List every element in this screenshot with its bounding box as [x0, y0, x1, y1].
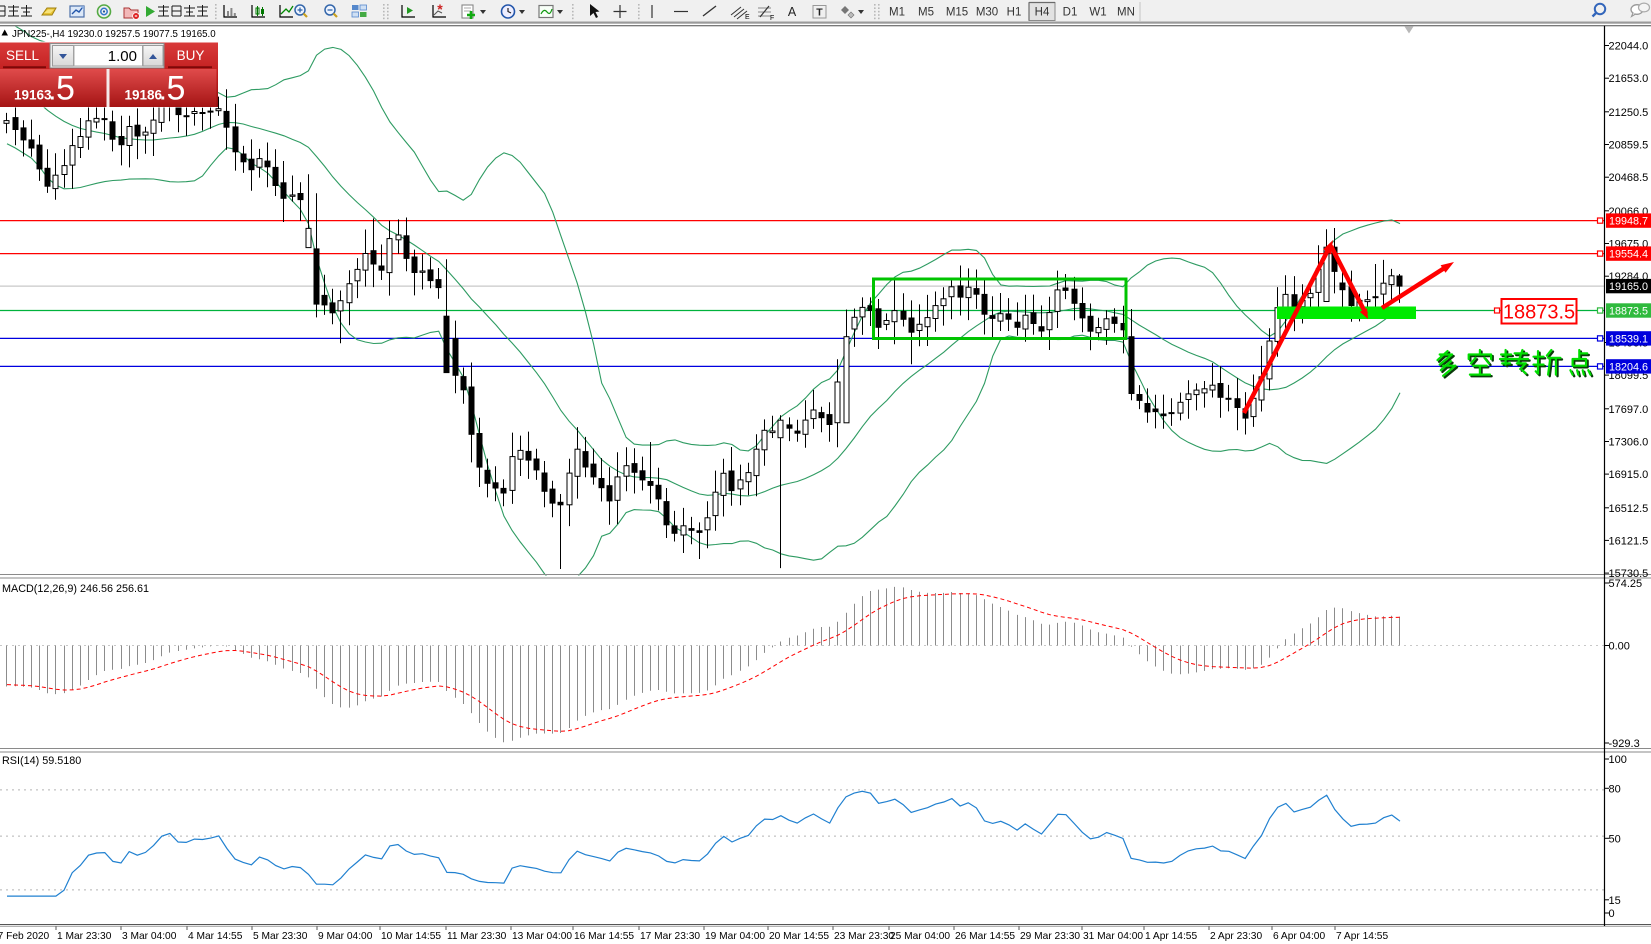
svg-text:18204.6: 18204.6 — [1609, 361, 1648, 373]
svg-text:27 Feb 2020: 27 Feb 2020 — [0, 931, 50, 942]
svg-text:1.00: 1.00 — [108, 48, 137, 65]
svg-text:0.00: 0.00 — [1609, 641, 1630, 653]
svg-text:2 Apr 23:30: 2 Apr 23:30 — [1210, 931, 1262, 942]
svg-text:4 Mar 14:55: 4 Mar 14:55 — [188, 931, 243, 942]
svg-text:574.25: 574.25 — [1609, 578, 1643, 590]
svg-text:M5: M5 — [918, 7, 934, 19]
svg-text:10 Mar 14:55: 10 Mar 14:55 — [381, 931, 441, 942]
svg-text:D1: D1 — [1063, 7, 1078, 19]
svg-text:25 Mar 04:00: 25 Mar 04:00 — [890, 931, 950, 942]
svg-text:20468.5: 20468.5 — [1609, 172, 1649, 184]
svg-text:W1: W1 — [1089, 7, 1106, 19]
svg-text:29 Mar 23:30: 29 Mar 23:30 — [1020, 931, 1080, 942]
svg-text:.: . — [50, 83, 56, 105]
svg-text:9 Mar 04:00: 9 Mar 04:00 — [318, 931, 373, 942]
svg-text:21653.0: 21653.0 — [1609, 73, 1649, 85]
svg-text:19948.7: 19948.7 — [1609, 216, 1648, 228]
svg-text:17 Mar 23:30: 17 Mar 23:30 — [640, 931, 700, 942]
svg-text:5 Mar 23:30: 5 Mar 23:30 — [253, 931, 308, 942]
svg-text:M15: M15 — [946, 7, 968, 19]
svg-text:13 Mar 04:00: 13 Mar 04:00 — [512, 931, 572, 942]
svg-text:19 Mar 04:00: 19 Mar 04:00 — [705, 931, 765, 942]
svg-text:E: E — [745, 14, 750, 21]
svg-text:H4: H4 — [1035, 7, 1050, 19]
svg-text:F: F — [770, 15, 774, 22]
svg-text:19554.4: 19554.4 — [1609, 249, 1648, 261]
svg-text:19186: 19186 — [125, 88, 163, 103]
svg-text:7 Apr 14:55: 7 Apr 14:55 — [1336, 931, 1388, 942]
svg-text:1 Mar 23:30: 1 Mar 23:30 — [57, 931, 112, 942]
svg-text:BUY: BUY — [177, 48, 205, 63]
svg-text:RSI(14) 59.5180: RSI(14) 59.5180 — [2, 755, 81, 767]
svg-text:MN: MN — [1117, 7, 1135, 19]
svg-text:JPN225-,H4 19230.0 19257.5 19: JPN225-,H4 19230.0 19257.5 19077.5 19165… — [12, 29, 216, 40]
svg-text:-929.3: -929.3 — [1609, 738, 1640, 750]
svg-text:A: A — [788, 5, 797, 19]
svg-text:19165.0: 19165.0 — [1609, 281, 1648, 293]
svg-text:17697.0: 17697.0 — [1609, 404, 1649, 416]
svg-text:11 Mar 23:30: 11 Mar 23:30 — [447, 931, 507, 942]
svg-text:M1: M1 — [889, 7, 905, 19]
svg-text:21250.5: 21250.5 — [1609, 107, 1649, 119]
svg-text:100: 100 — [1609, 754, 1627, 766]
svg-text:50: 50 — [1609, 833, 1621, 845]
svg-text:16512.5: 16512.5 — [1609, 503, 1649, 515]
svg-text:20859.5: 20859.5 — [1609, 140, 1649, 152]
svg-text:6 Apr 04:00: 6 Apr 04:00 — [1273, 931, 1325, 942]
svg-text:80: 80 — [1609, 783, 1621, 795]
svg-text:16121.5: 16121.5 — [1609, 535, 1649, 547]
svg-text:26 Mar 14:55: 26 Mar 14:55 — [955, 931, 1015, 942]
svg-text:.: . — [160, 83, 166, 105]
svg-text:16915.0: 16915.0 — [1609, 469, 1649, 481]
svg-text:SELL: SELL — [6, 48, 40, 63]
svg-text:31 Mar 04:00: 31 Mar 04:00 — [1083, 931, 1143, 942]
svg-text:1 Apr 14:55: 1 Apr 14:55 — [1145, 931, 1197, 942]
svg-text:15: 15 — [1609, 895, 1621, 907]
svg-text:17306.0: 17306.0 — [1609, 437, 1649, 449]
svg-text:19163: 19163 — [14, 88, 52, 103]
svg-text:*: * — [437, 1, 443, 17]
svg-text:18539.1: 18539.1 — [1609, 333, 1648, 345]
svg-text:0: 0 — [1609, 908, 1615, 920]
svg-text:M30: M30 — [976, 7, 998, 19]
svg-text:22044.0: 22044.0 — [1609, 41, 1649, 53]
svg-text:5: 5 — [56, 70, 75, 108]
svg-text:20 Mar 14:55: 20 Mar 14:55 — [769, 931, 829, 942]
svg-text:5: 5 — [167, 70, 186, 108]
svg-text:MACD(12,26,9) 246.56 256.61: MACD(12,26,9) 246.56 256.61 — [2, 583, 149, 595]
svg-text:15730.5: 15730.5 — [1609, 568, 1649, 580]
svg-text:23 Mar 23:30: 23 Mar 23:30 — [834, 931, 894, 942]
svg-text:T: T — [816, 7, 823, 19]
svg-text:18873.5: 18873.5 — [1503, 302, 1575, 324]
svg-text:18873.5: 18873.5 — [1609, 306, 1648, 318]
svg-text:3 Mar 04:00: 3 Mar 04:00 — [122, 931, 177, 942]
svg-text:H1: H1 — [1007, 7, 1022, 19]
svg-text:16 Mar 14:55: 16 Mar 14:55 — [574, 931, 634, 942]
